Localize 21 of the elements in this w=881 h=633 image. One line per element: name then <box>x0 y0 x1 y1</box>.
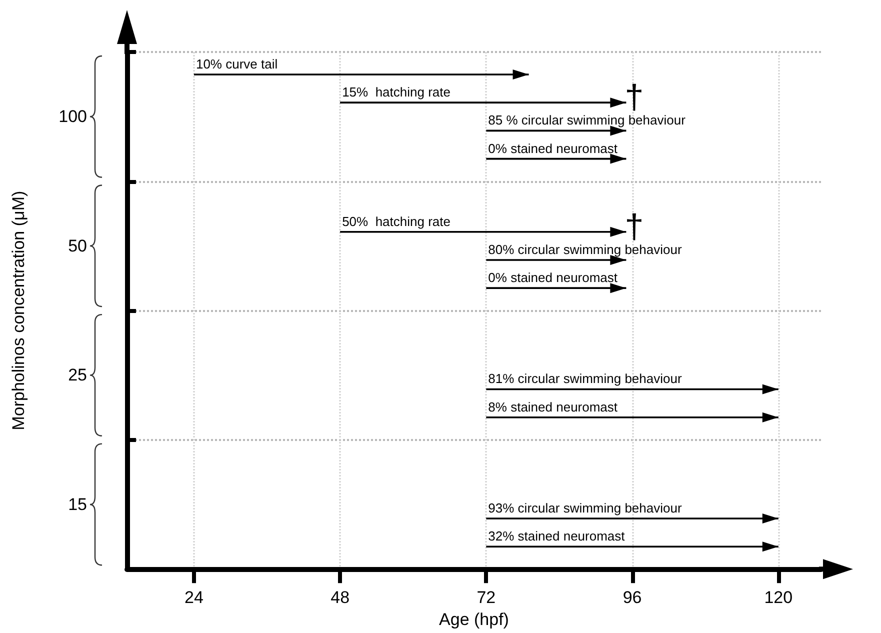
annotation: 0% stained neuromast <box>488 140 618 156</box>
x-tick-label: 72 <box>476 588 496 608</box>
annotation: 10% curve tail <box>196 56 278 72</box>
annotation: 15% hatching rate <box>342 84 450 100</box>
y-tick-label: 15 <box>68 494 87 514</box>
annotation: 0% stained neuromast <box>488 270 618 286</box>
x-axis-title: Age (hpf) <box>439 610 509 629</box>
annotation: 93% circular swimming behaviour <box>488 500 682 516</box>
annotation: 32% stained neuromast <box>488 528 626 544</box>
y-tick-label: 25 <box>68 366 87 385</box>
x-tick-label: 96 <box>622 588 642 608</box>
x-tick-label: 48 <box>330 588 350 608</box>
annotation: 81% circular swimming behaviour <box>488 371 682 386</box>
annotation: 50% hatching rate <box>342 214 450 229</box>
annotation: 85 % circular swimming behaviour <box>488 112 686 128</box>
x-tick-label: 24 <box>184 588 204 608</box>
x-tick-label: 120 <box>764 588 793 608</box>
y-axis-title: Morpholinos concentration (μM) <box>9 190 28 430</box>
y-tick-label: 50 <box>68 236 87 256</box>
y-tick-label: 100 <box>58 107 87 126</box>
annotation: 8% stained neuromast <box>488 399 618 414</box>
